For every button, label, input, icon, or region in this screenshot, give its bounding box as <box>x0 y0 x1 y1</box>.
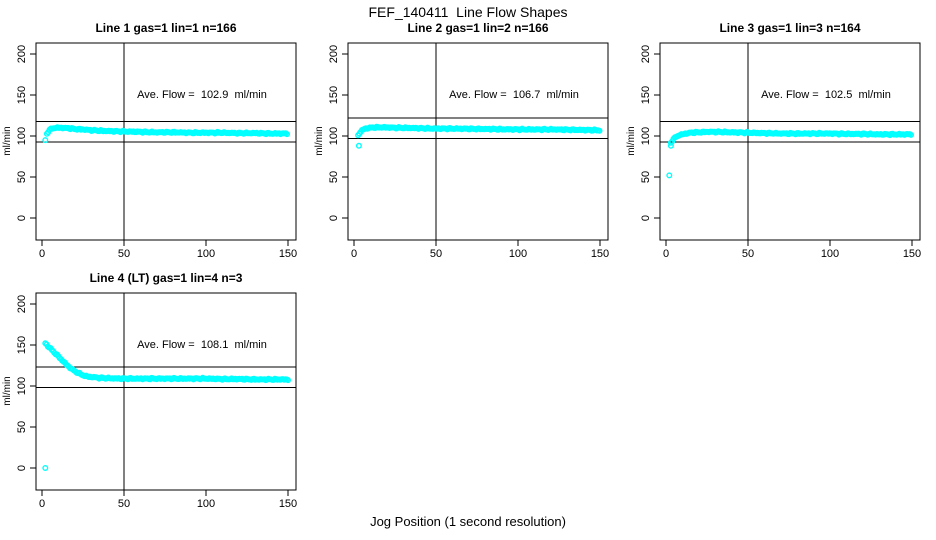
x-tick-label: 50 <box>118 498 130 510</box>
subplot-line-4-svg: 0 50 100 150 0 50 100 150 200 Line 4 (LT) gas=1 … <box>2 271 297 510</box>
subplot-line-3: 0 50 100 150 0 50 100 150 200 Line 3 gas=1 lin=3… <box>624 20 936 270</box>
y-tick-label: 100 <box>328 127 340 145</box>
outlier-point <box>42 137 49 144</box>
x-tick-label: 50 <box>118 248 130 260</box>
data-point <box>285 377 292 384</box>
ave-flow-annotation: Ave. Flow = 102.5 ml/min <box>761 89 891 101</box>
y-axis-title: ml/min <box>626 126 637 155</box>
x-tick-label: 100 <box>197 248 215 260</box>
data-points <box>42 124 291 144</box>
subplot-title: Line 3 gas=1 lin=3 n=164 <box>719 21 860 35</box>
x-tick-label: 100 <box>821 248 839 260</box>
y-tick-label: 200 <box>640 45 652 63</box>
y-tick-label: 100 <box>16 377 28 395</box>
y-tick-label: 200 <box>16 295 28 313</box>
plot-frame <box>659 42 921 241</box>
data-point <box>908 131 915 138</box>
data-points <box>666 128 915 179</box>
data-points <box>42 340 292 471</box>
x-tick-label: 0 <box>663 248 669 260</box>
outlier-point <box>355 142 362 149</box>
y-tick-label: 50 <box>16 171 28 183</box>
x-tick-label: 150 <box>279 248 297 260</box>
ave-flow-annotation: Ave. Flow = 108.1 ml/min <box>137 339 267 351</box>
y-tick-label: 200 <box>16 45 28 63</box>
subplot-title: Line 2 gas=1 lin=2 n=166 <box>407 21 548 35</box>
y-tick-label: 0 <box>16 215 28 221</box>
y-tick-label: 100 <box>16 127 28 145</box>
subplot-line-4: 0 50 100 150 0 50 100 150 200 Line 4 (LT) gas=1 … <box>0 270 312 520</box>
y-tick-label: 150 <box>328 86 340 104</box>
outlier-point <box>42 464 49 471</box>
subplot-line-2: 0 50 100 150 0 50 100 150 200 Line 2 gas=1 lin=2… <box>312 20 624 270</box>
x-tick-label: 150 <box>903 248 921 260</box>
outlier-point <box>666 172 673 179</box>
y-tick-label: 50 <box>640 171 652 183</box>
y-axis-title: ml/min <box>2 376 13 405</box>
x-tick-label: 150 <box>279 498 297 510</box>
ave-flow-annotation: Ave. Flow = 106.7 ml/min <box>449 89 579 101</box>
x-tick-label: 150 <box>591 248 609 260</box>
plot-frame <box>35 292 297 491</box>
data-point <box>596 127 603 134</box>
x-tick-label: 50 <box>430 248 442 260</box>
subplot-title: Line 1 gas=1 lin=1 n=166 <box>95 21 236 35</box>
subplot-line-1: 0 50 100 150 0 50 100 150 200 Line 1 gas=1 lin=1… <box>0 20 312 270</box>
y-tick-label: 200 <box>328 45 340 63</box>
subplot-line-3-svg: 0 50 100 150 0 50 100 150 200 Line 3 gas=1 lin=3… <box>626 21 921 260</box>
y-tick-label: 150 <box>16 86 28 104</box>
y-axis-title: ml/min <box>314 126 325 155</box>
y-tick-label: 50 <box>16 421 28 433</box>
y-tick-label: 0 <box>328 215 340 221</box>
y-tick-label: 100 <box>640 127 652 145</box>
x-tick-label: 0 <box>39 248 45 260</box>
x-tick-label: 0 <box>39 498 45 510</box>
y-tick-label: 50 <box>328 171 340 183</box>
plot-frame <box>347 42 609 241</box>
subplot-line-1-svg: 0 50 100 150 0 50 100 150 200 Line 1 gas=1 lin=1… <box>2 21 297 260</box>
data-point <box>284 131 291 138</box>
x-tick-label: 50 <box>742 248 754 260</box>
figure-title: FEF_140411 Line Flow Shapes <box>368 4 568 20</box>
x-axis-label: Jog Position (1 second resolution) <box>370 514 566 529</box>
y-tick-label: 0 <box>16 465 28 471</box>
y-axis-title: ml/min <box>2 126 13 155</box>
subplot-line-2-svg: 0 50 100 150 0 50 100 150 200 Line 2 gas=1 lin=2… <box>314 21 609 260</box>
x-tick-label: 100 <box>509 248 527 260</box>
y-tick-label: 150 <box>640 86 652 104</box>
data-points <box>355 123 603 149</box>
y-tick-label: 0 <box>640 215 652 221</box>
subplot-title: Line 4 (LT) gas=1 lin=4 n=3 <box>90 271 243 285</box>
x-tick-label: 0 <box>351 248 357 260</box>
ave-flow-annotation: Ave. Flow = 102.9 ml/min <box>137 89 267 101</box>
x-tick-label: 100 <box>197 498 215 510</box>
y-tick-label: 150 <box>16 336 28 354</box>
